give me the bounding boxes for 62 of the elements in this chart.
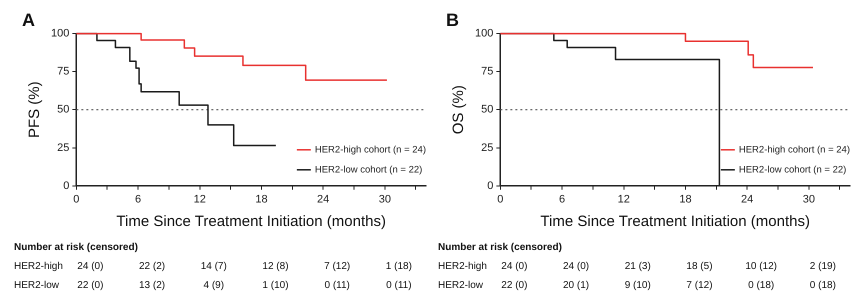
text: 12 (8) [262, 260, 289, 272]
legend-label: HER2-low cohort (n = 22) [314, 164, 422, 176]
y-tick-label: 25 [57, 142, 70, 154]
text: 18 (5) [686, 260, 713, 272]
text: 7 (12) [686, 280, 713, 291]
text: 4 (9) [203, 280, 224, 291]
text: 0 (11) [324, 280, 350, 291]
x-tick-label: 0 [497, 193, 504, 206]
text: 1 (10) [262, 280, 289, 291]
x-tick-label: 30 [378, 193, 391, 206]
legend-label: HER2-high cohort (n = 24) [314, 144, 426, 156]
text: HER2-low [438, 280, 484, 291]
text: 22 (0) [77, 280, 104, 291]
x-axis-title: Time Since Treatment Initiation (months) [540, 213, 810, 230]
x-tick-label: 12 [618, 193, 630, 206]
text: 20 (1) [562, 280, 590, 291]
y-tick-label: 50 [481, 104, 494, 116]
x-tick-label: 24 [741, 193, 754, 206]
text: 7 (12) [324, 260, 350, 272]
x-tick-label: 12 [194, 193, 206, 206]
text: 10 (12) [745, 260, 778, 272]
x-tick-label: 6 [134, 193, 142, 206]
text: 24 (0) [501, 260, 528, 272]
x-tick-label: 6 [558, 193, 566, 206]
y-tick-label: 50 [57, 104, 70, 116]
text: 0 (18) [748, 280, 774, 291]
text: HER2-low [14, 280, 60, 291]
legend-label: HER2-high cohort (n = 24) [738, 144, 850, 156]
text: 14 (7) [200, 260, 227, 272]
x-axis-title: Time Since Treatment Initiation (months) [116, 213, 386, 230]
x-tick-label: 0 [73, 193, 80, 206]
text: 21 (3) [624, 260, 651, 272]
text: 13 (2) [138, 280, 166, 291]
y-tick-label: 0 [63, 180, 70, 192]
y-tick-label: 75 [57, 66, 70, 78]
text: HER2-high [438, 260, 487, 272]
y-tick-label: 75 [481, 66, 494, 78]
text: 22 (0) [501, 280, 528, 291]
text: 9 (10) [624, 280, 651, 291]
y-tick-label: 0 [487, 180, 494, 192]
x-tick-label: 18 [255, 193, 268, 206]
y-axis-title: OS (%) [450, 85, 468, 134]
text: 24 (0) [562, 260, 590, 272]
x-tick-label: 18 [679, 193, 692, 206]
text: 24 (0) [77, 260, 104, 272]
x-tick-label: 30 [802, 193, 815, 206]
chart-title: B [446, 10, 459, 30]
text: 1 (18) [386, 260, 412, 272]
y-tick-label: 100 [50, 28, 70, 40]
text: HER2-high [14, 260, 63, 272]
legend-label: HER2-low cohort (n = 22) [738, 164, 846, 176]
y-tick-label: 25 [481, 142, 494, 154]
text: 0 (11) [386, 280, 412, 291]
y-tick-label: 100 [474, 28, 494, 40]
x-tick-label: 24 [317, 193, 330, 206]
chart-title: A [22, 10, 35, 30]
text: 0 (18) [810, 280, 836, 291]
text: 22 (2) [138, 260, 166, 272]
text: Number at risk (censored) [438, 242, 562, 253]
y-axis-title: PFS (%) [26, 81, 44, 138]
text: 2 (19) [810, 260, 836, 272]
text: Number at risk (censored) [14, 242, 138, 253]
